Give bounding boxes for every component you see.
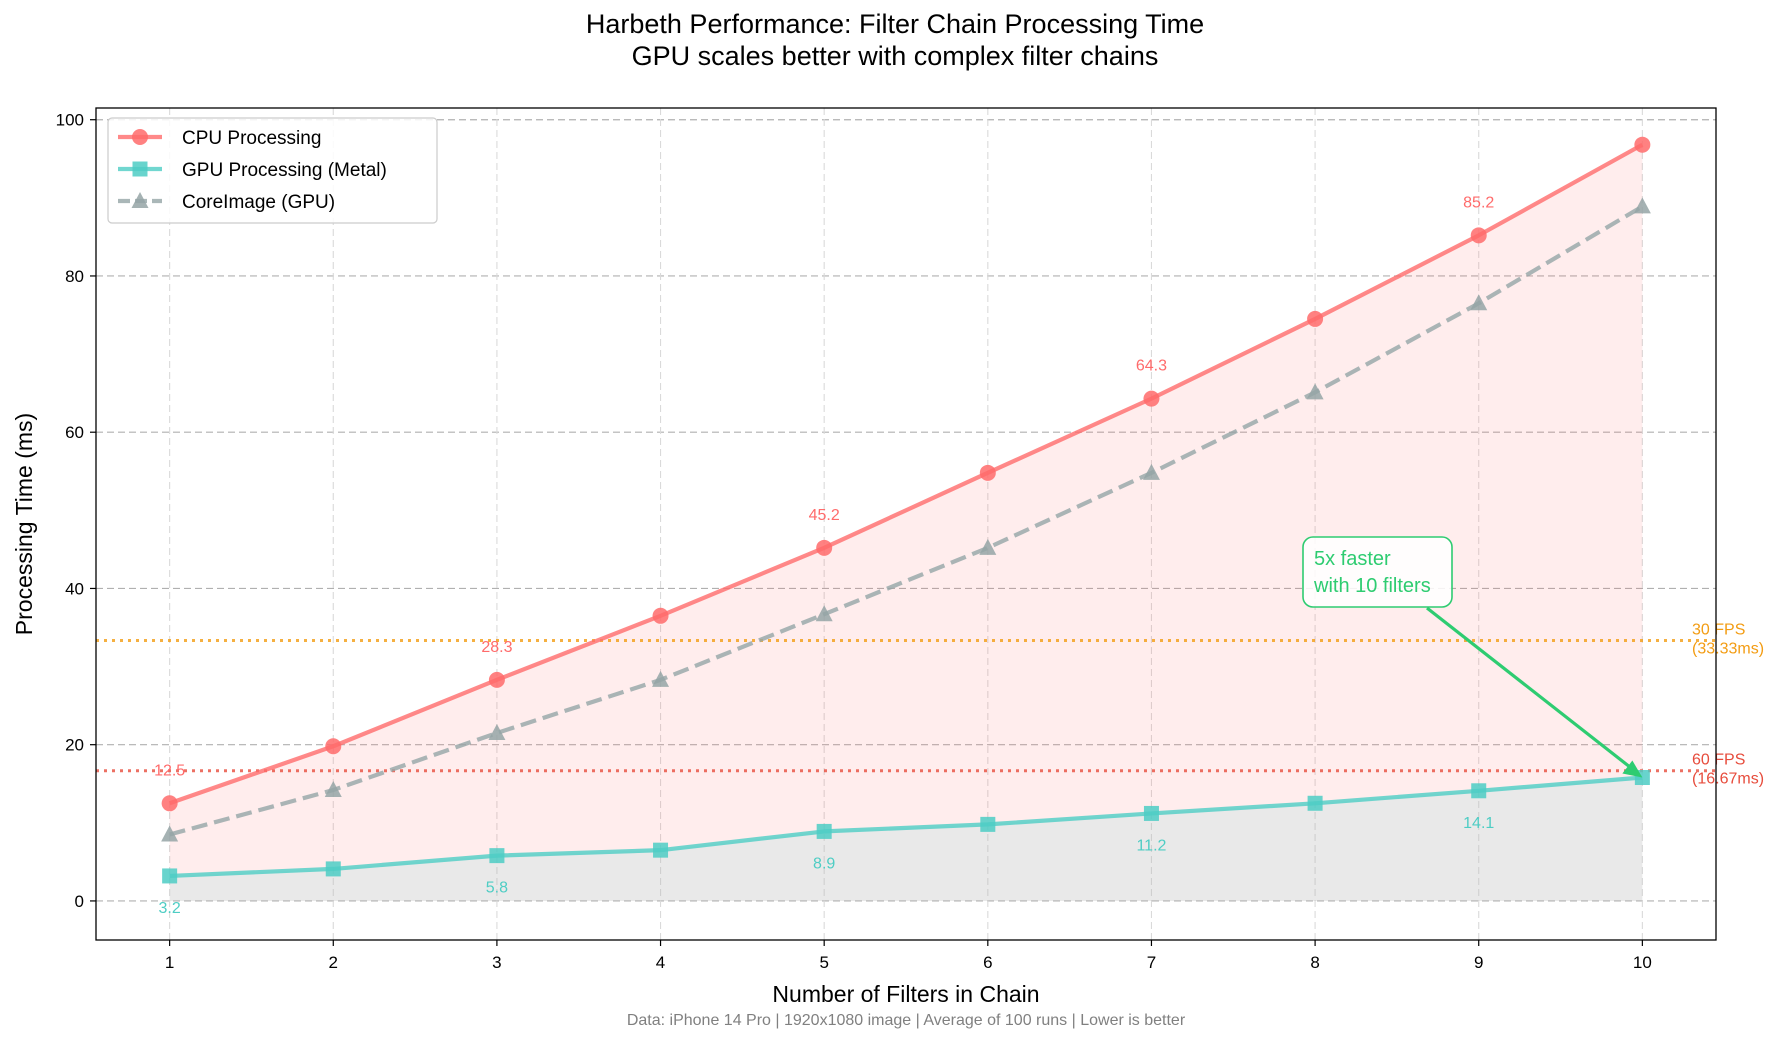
- series-line-2: [169, 204, 1644, 837]
- data-point-0-7: [1307, 310, 1324, 327]
- annotation-arrowhead: [1622, 760, 1643, 778]
- data-point-2-6: [1142, 463, 1160, 480]
- reference-label-title: 30 FPS: [1692, 622, 1745, 639]
- y-tick-label: 0: [75, 892, 84, 911]
- data-point-2-9: [1633, 197, 1651, 214]
- series-lines: [161, 136, 1651, 884]
- data-point-2-2: [488, 723, 506, 740]
- data-point-2-0: [161, 825, 179, 842]
- data-point-1-3: [653, 842, 669, 858]
- y-tick-label: 20: [65, 736, 84, 755]
- data-label: 5.8: [486, 880, 508, 897]
- footer-note: Data: iPhone 14 Pro | 1920x1080 image | …: [627, 1012, 1186, 1029]
- data-point-0-8: [1470, 227, 1487, 244]
- legend-marker-2: [131, 192, 149, 208]
- legend-box: [107, 117, 438, 224]
- x-axis-label: Number of Filters in Chain: [772, 981, 1039, 1007]
- plot-frame: [95, 107, 1717, 941]
- legend-marker-0: [132, 129, 148, 145]
- x-tick-label: 10: [1633, 953, 1652, 972]
- x-tick-label: 3: [492, 953, 501, 972]
- annotation-text-line2: with 10 filters: [1313, 575, 1431, 597]
- data-label: 64.3: [1136, 358, 1167, 375]
- data-point-1-2: [489, 848, 505, 864]
- legend-marker-1: [132, 161, 148, 177]
- data-label: 85.2: [1463, 194, 1494, 211]
- data-point-2-4: [815, 605, 833, 622]
- y-tick-label: 40: [65, 579, 84, 598]
- data-point-1-0: [162, 868, 178, 884]
- x-tick-label: 6: [983, 953, 992, 972]
- data-point-0-4: [816, 539, 833, 556]
- x-tick-label: 8: [1310, 953, 1319, 972]
- axis-ticks: 0 20 40 60 80 100 1 2 3 4 5 6 7 8 9 10: [56, 111, 1652, 972]
- annotation: 5x faster with 10 filters: [1302, 536, 1643, 778]
- data-point-0-2: [488, 671, 505, 688]
- data-point-2-5: [979, 538, 997, 555]
- data-label: 3.2: [159, 900, 181, 917]
- series-line-1: [169, 775, 1643, 879]
- annotation-arrow: [1426, 606, 1636, 772]
- data-point-1-6: [1143, 805, 1159, 821]
- reference-lines: 30 FPS (33.33ms) 60 FPS (16.67ms): [96, 622, 1764, 788]
- reference-label-title: 60 FPS: [1692, 752, 1745, 769]
- data-point-1-1: [325, 861, 341, 877]
- data-point-0-1: [325, 738, 342, 755]
- area-fills: [169, 144, 1643, 901]
- annotation-box: [1302, 536, 1453, 608]
- legend-label-2: CoreImage (GPU): [182, 192, 335, 213]
- data-labels: 12.5 28.3 45.2 64.3 85.2 3.2 5.8 8.9 11.2 14.1: [154, 194, 1494, 917]
- data-point-2-3: [652, 670, 670, 687]
- series-line-0: [168, 142, 1644, 806]
- data-label: 14.1: [1463, 815, 1494, 832]
- chart-title: Harbeth Performance: Filter Chain Proces…: [586, 9, 1204, 39]
- x-tick-label: 5: [819, 953, 828, 972]
- x-tick-label: 1: [165, 953, 174, 972]
- reference-label-value: (33.33ms): [1692, 641, 1764, 658]
- data-point-1-8: [1471, 783, 1487, 799]
- data-point-0-3: [652, 607, 669, 624]
- data-point-0-9: [1634, 136, 1651, 153]
- data-point-2-1: [324, 781, 342, 798]
- reference-label-value: (16.67ms): [1692, 771, 1764, 788]
- legend-label-0: CPU Processing: [182, 128, 321, 149]
- data-label: 11.2: [1136, 837, 1166, 854]
- data-label: 28.3: [481, 639, 512, 656]
- data-label: 12.5: [154, 762, 185, 779]
- data-point-0-5: [979, 464, 996, 481]
- legend: CPU Processing GPU Processing (Metal) Core…: [107, 117, 438, 224]
- x-tick-label: 7: [1147, 953, 1156, 972]
- chart-subtitle: GPU scales better with complex filter ch…: [632, 41, 1159, 71]
- y-tick-label: 80: [65, 267, 84, 286]
- data-point-2-8: [1470, 294, 1488, 311]
- data-label: 8.9: [813, 855, 835, 872]
- fill-gpu-area: [169, 777, 1643, 901]
- legend-label-1: GPU Processing (Metal): [182, 160, 387, 181]
- annotation-text-line1: 5x faster: [1314, 548, 1391, 570]
- data-point-1-5: [980, 816, 996, 832]
- x-tick-label: 2: [329, 953, 338, 972]
- data-point-0-0: [161, 795, 178, 812]
- chart-title-group: Harbeth Performance: Filter Chain Proces…: [586, 9, 1204, 71]
- data-point-1-7: [1307, 795, 1323, 811]
- x-tick-label: 9: [1474, 953, 1483, 972]
- data-label: 45.2: [809, 507, 840, 524]
- y-tick-label: 60: [65, 423, 84, 442]
- y-axis-label: Processing Time (ms): [11, 413, 37, 635]
- data-point-2-7: [1306, 383, 1324, 400]
- x-tick-label: 4: [656, 953, 665, 972]
- data-point-0-6: [1143, 390, 1160, 407]
- data-point-1-4: [816, 823, 832, 839]
- y-tick-label: 100: [56, 111, 84, 130]
